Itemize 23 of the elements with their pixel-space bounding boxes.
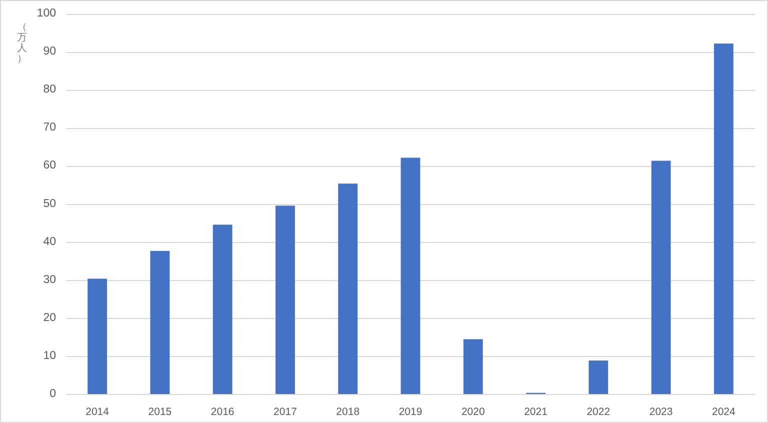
y-axis-title: （万人）: [17, 22, 27, 64]
y-tick-label: 70: [43, 122, 56, 134]
x-tick-label: 2021: [524, 406, 548, 418]
x-tick-label: 2019: [398, 406, 422, 418]
x-tick-label: 2014: [86, 406, 109, 418]
x-tick-label: 2022: [586, 406, 610, 418]
y-tick-label: 20: [43, 312, 56, 324]
y-tick-label: 10: [43, 350, 56, 362]
y-tick-label: 60: [43, 160, 56, 172]
x-tick-label: 2024: [712, 406, 736, 418]
y-tick-label: 40: [43, 236, 56, 248]
x-tick-label: 2017: [274, 406, 297, 418]
y-tick-label: 80: [43, 84, 56, 96]
y-tick-label: 30: [43, 274, 56, 286]
y-tick-label: 0: [50, 388, 56, 400]
y-tick-label: 50: [43, 198, 56, 210]
y-tick-label: 100: [36, 8, 56, 20]
x-tick-label: 2023: [649, 406, 673, 418]
x-tick-label: 2020: [461, 406, 485, 418]
x-tick-label: 2015: [148, 406, 172, 418]
y-tick-label: 90: [43, 46, 56, 58]
x-tick-label: 2016: [210, 406, 234, 418]
x-tick-label: 2018: [336, 406, 360, 418]
